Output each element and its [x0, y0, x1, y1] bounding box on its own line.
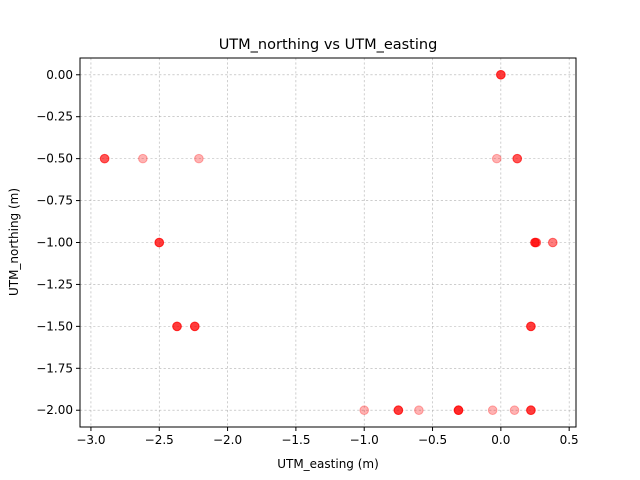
- data-point: [453, 405, 464, 416]
- data-point: [154, 237, 165, 248]
- data-point: [530, 237, 540, 248]
- data-point: [496, 69, 506, 80]
- y-tick-label: −1.75: [36, 361, 73, 375]
- data-point: [189, 321, 200, 332]
- y-axis-label: UTM_northing (m): [7, 188, 21, 296]
- data-point: [509, 405, 520, 416]
- data-point: [453, 405, 464, 416]
- data-point: [526, 321, 536, 332]
- data-point: [530, 237, 540, 248]
- data-point: [526, 405, 536, 416]
- data-point: [189, 321, 200, 332]
- data-point: [496, 69, 506, 80]
- data-point: [453, 405, 464, 416]
- data-point: [138, 153, 148, 164]
- data-point: [393, 405, 404, 416]
- data-point: [526, 405, 536, 416]
- data-point: [453, 405, 464, 416]
- data-point: [526, 405, 536, 416]
- x-tick-label: −1.5: [281, 433, 310, 447]
- data-point: [154, 237, 165, 248]
- data-point: [512, 153, 523, 164]
- data-point: [172, 321, 182, 332]
- x-axis: −3.0 −2.5 −2.0 −1.5 −1.0 −0.5 0.0 0.5: [76, 427, 579, 447]
- y-tick-label: −0.50: [36, 152, 73, 166]
- data-point: [393, 405, 404, 416]
- y-tick-label: −1.50: [36, 319, 73, 333]
- data-point: [530, 237, 540, 248]
- data-point: [189, 321, 200, 332]
- data-point: [393, 405, 404, 416]
- data-point: [547, 237, 558, 248]
- data-point: [414, 405, 424, 416]
- data-point: [547, 237, 558, 248]
- data-point: [491, 153, 502, 164]
- grid: [80, 58, 576, 427]
- data-point: [453, 405, 464, 416]
- y-tick-label: −1.25: [36, 277, 73, 291]
- data-points: [99, 69, 558, 416]
- data-point: [99, 153, 110, 164]
- data-point: [496, 69, 506, 80]
- y-tick-label: −2.00: [36, 403, 73, 417]
- y-tick-label: −1.00: [36, 236, 73, 250]
- y-axis: 0.00 −0.25 −0.50 −0.75 −1.00 −1.25 −1.50 −1.75 −…: [36, 68, 80, 417]
- data-point: [99, 153, 110, 164]
- y-tick-label: −0.25: [36, 110, 73, 124]
- data-point: [496, 69, 506, 80]
- data-point: [172, 321, 182, 332]
- x-tick-label: 0.0: [491, 433, 510, 447]
- data-point: [526, 405, 536, 416]
- x-tick-label: 0.5: [560, 433, 579, 447]
- data-point: [487, 405, 498, 416]
- data-point: [172, 321, 182, 332]
- data-point: [99, 153, 110, 164]
- data-point: [172, 321, 182, 332]
- data-point: [189, 321, 200, 332]
- y-tick-label: 0.00: [46, 68, 73, 82]
- data-point: [526, 321, 536, 332]
- data-point: [526, 321, 536, 332]
- x-tick-label: −0.5: [418, 433, 447, 447]
- data-point: [154, 237, 165, 248]
- data-point: [531, 237, 542, 248]
- chart-title: UTM_northing vs UTM_easting: [219, 37, 438, 53]
- y-tick-label: −0.75: [36, 194, 73, 208]
- data-point: [530, 237, 540, 248]
- x-tick-label: −2.0: [213, 433, 242, 447]
- x-tick-label: −3.0: [76, 433, 105, 447]
- data-point: [512, 153, 523, 164]
- data-point: [154, 237, 165, 248]
- data-point: [393, 405, 404, 416]
- data-point: [512, 153, 523, 164]
- data-point: [531, 237, 542, 248]
- x-tick-label: −1.0: [350, 433, 379, 447]
- data-point: [526, 321, 536, 332]
- data-point: [359, 405, 370, 416]
- x-axis-label: UTM_easting (m): [277, 457, 379, 471]
- data-point: [194, 153, 204, 164]
- x-tick-label: −2.5: [145, 433, 174, 447]
